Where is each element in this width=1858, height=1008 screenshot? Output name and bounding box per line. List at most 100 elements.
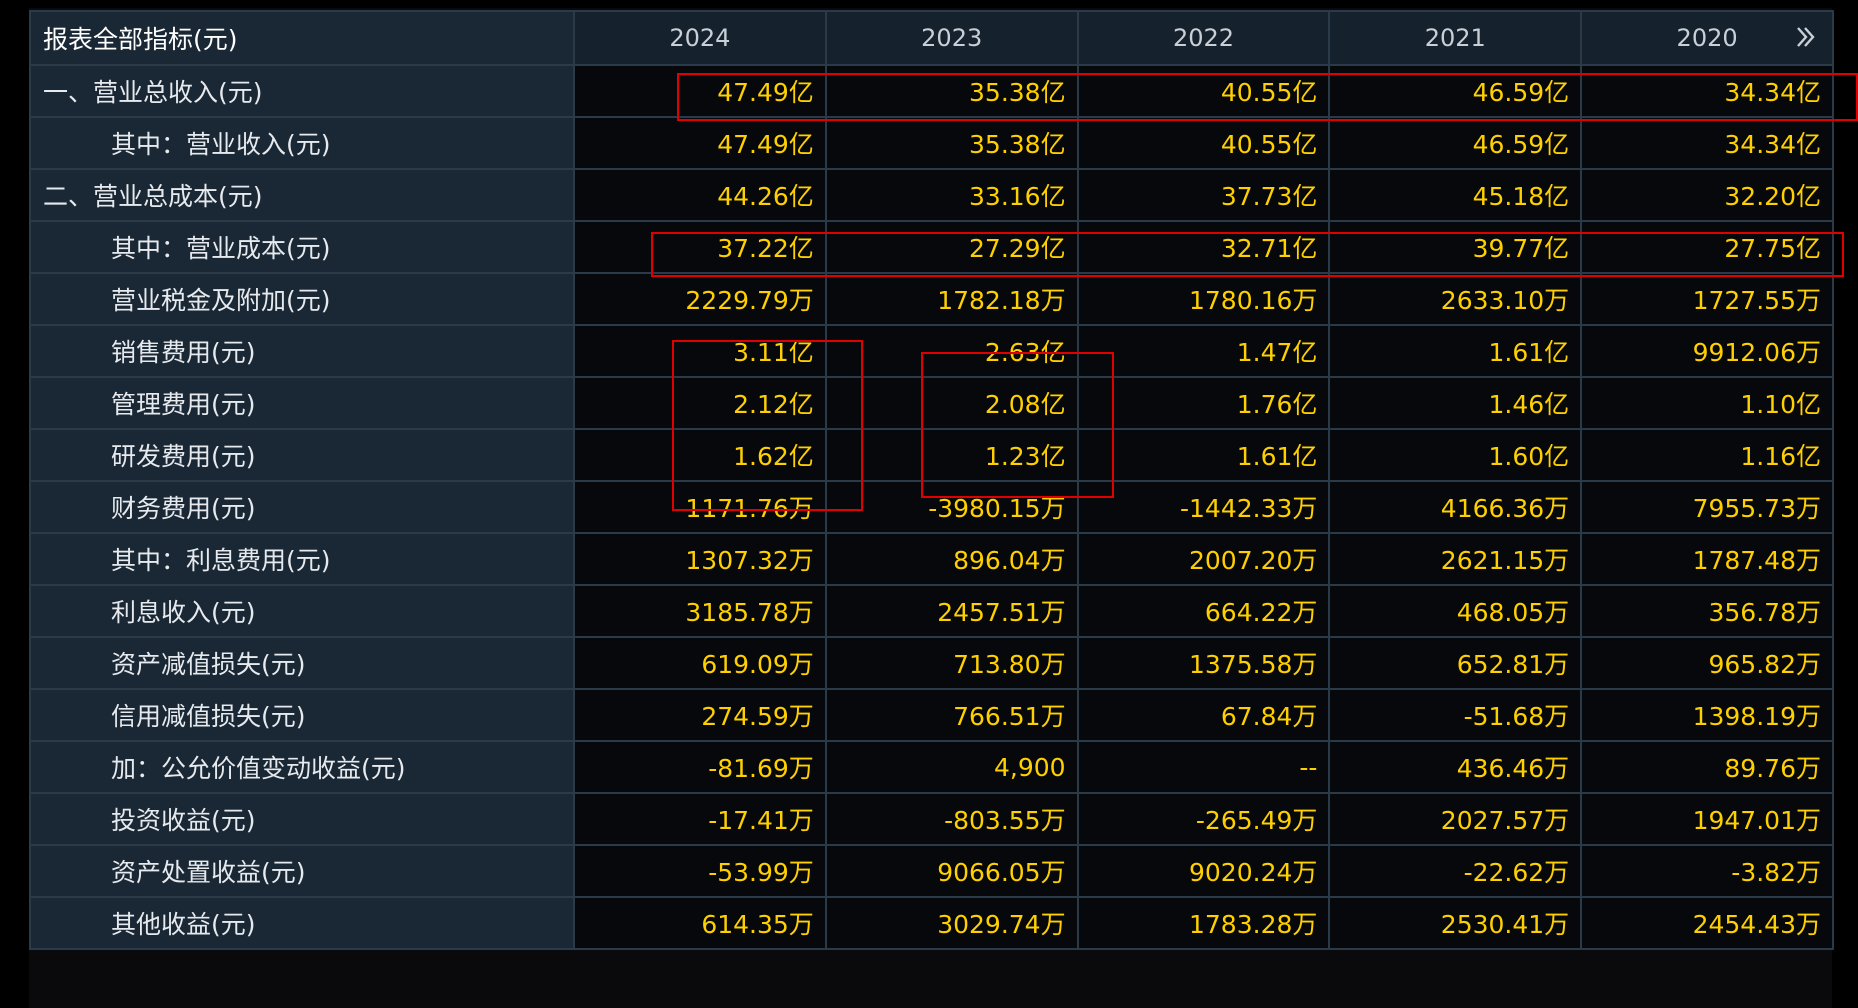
table-row[interactable]: 加：公允价值变动收益(元) -81.69万 4,900 -- 436.46万 89.76万 (29, 740, 1834, 794)
row-label: 其中：利息费用(元) (29, 532, 575, 586)
value-cell: -1442.33万 (1076, 480, 1331, 534)
row-label: 利息收入(元) (29, 584, 575, 638)
value-cell: 713.80万 (824, 636, 1079, 690)
value-cell: 2530.41万 (1328, 896, 1583, 950)
table-row[interactable]: 研发费用(元) 1.62亿 1.23亿 1.61亿 1.60亿 1.16亿 (29, 428, 1834, 482)
value-cell: 2621.15万 (1328, 532, 1583, 586)
value-cell: 2633.10万 (1328, 272, 1583, 326)
value-cell: 436.46万 (1328, 740, 1583, 794)
value-cell: 1.16亿 (1580, 428, 1834, 482)
value-cell: 34.34亿 (1580, 64, 1834, 118)
value-cell: 46.59亿 (1328, 116, 1583, 170)
row-label: 其他收益(元) (29, 896, 575, 950)
value-cell: -17.41万 (573, 792, 827, 846)
value-cell: 27.29亿 (824, 220, 1079, 274)
value-cell: 32.71亿 (1076, 220, 1331, 274)
table-row[interactable]: 销售费用(元) 3.11亿 2.63亿 1.47亿 1.61亿 9912.06万 (29, 324, 1834, 378)
table-header-row: 报表全部指标(元) 2024 2023 2022 2021 2020 (29, 10, 1834, 66)
table-row[interactable]: 投资收益(元) -17.41万 -803.55万 -265.49万 2027.57万 19… (29, 792, 1834, 846)
value-cell: 965.82万 (1580, 636, 1834, 690)
value-cell: 9020.24万 (1076, 844, 1331, 898)
row-label: 一、营业总收入(元) (29, 64, 575, 118)
value-cell: 37.22亿 (573, 220, 827, 274)
value-cell: 468.05万 (1328, 584, 1583, 638)
year-column-header[interactable]: 2021 (1328, 10, 1583, 66)
year-column-header-last[interactable]: 2020 (1580, 10, 1834, 66)
table-row[interactable]: 营业税金及附加(元) 2229.79万 1782.18万 1780.16万 2633.1… (29, 272, 1834, 326)
value-cell: 1398.19万 (1580, 688, 1834, 742)
value-cell: 3029.74万 (824, 896, 1079, 950)
row-label: 二、营业总成本(元) (29, 168, 575, 222)
year-column-header[interactable]: 2024 (573, 10, 827, 66)
value-cell: 274.59万 (573, 688, 827, 742)
year-column-header-label: 2020 (1676, 24, 1738, 52)
table-row[interactable]: 财务费用(元) -1171.76万 -3980.15万 -1442.33万 4166.3… (29, 480, 1834, 534)
value-cell: 1947.01万 (1580, 792, 1834, 846)
value-cell: 35.38亿 (824, 64, 1079, 118)
value-cell: 1727.55万 (1580, 272, 1834, 326)
value-cell: 27.75亿 (1580, 220, 1834, 274)
value-cell: 896.04万 (824, 532, 1079, 586)
table-row[interactable]: 资产处置收益(元) -53.99万 9066.05万 9020.24万 -22.62万 -… (29, 844, 1834, 898)
table-row[interactable]: 管理费用(元) 2.12亿 2.08亿 1.76亿 1.46亿 1.10亿 (29, 376, 1834, 430)
value-cell: 2454.43万 (1580, 896, 1834, 950)
value-cell: 3.11亿 (573, 324, 827, 378)
value-cell: 1.10亿 (1580, 376, 1834, 430)
value-cell: 9066.05万 (824, 844, 1079, 898)
value-cell: 1.23亿 (824, 428, 1079, 482)
table-row[interactable]: 其中：营业成本(元) 37.22亿 27.29亿 32.71亿 39.77亿 27.75亿 (29, 220, 1834, 274)
value-cell: 1.60亿 (1328, 428, 1583, 482)
row-label: 其中：营业成本(元) (29, 220, 575, 274)
row-label: 资产减值损失(元) (29, 636, 575, 690)
value-cell: 45.18亿 (1328, 168, 1583, 222)
value-cell: 1780.16万 (1076, 272, 1331, 326)
value-cell: 35.38亿 (824, 116, 1079, 170)
value-cell: 3185.78万 (573, 584, 827, 638)
row-label: 财务费用(元) (29, 480, 575, 534)
value-cell: 664.22万 (1076, 584, 1331, 638)
value-cell: 2027.57万 (1328, 792, 1583, 846)
value-cell: 7955.73万 (1580, 480, 1834, 534)
value-cell: 1307.32万 (573, 532, 827, 586)
double-chevron-right-icon[interactable] (1794, 25, 1818, 49)
value-cell: 4166.36万 (1328, 480, 1583, 534)
value-cell: 47.49亿 (573, 116, 827, 170)
value-cell: 44.26亿 (573, 168, 827, 222)
table-row[interactable]: 资产减值损失(元) 619.09万 713.80万 1375.58万 652.81万 96… (29, 636, 1834, 690)
row-label: 管理费用(元) (29, 376, 575, 430)
row-label: 信用减值损失(元) (29, 688, 575, 742)
value-cell: 9912.06万 (1580, 324, 1834, 378)
value-cell: 40.55亿 (1076, 116, 1331, 170)
row-label: 营业税金及附加(元) (29, 272, 575, 326)
value-cell: 2.08亿 (824, 376, 1079, 430)
value-cell: 1787.48万 (1580, 532, 1834, 586)
table-row[interactable]: 二、营业总成本(元) 44.26亿 33.16亿 37.73亿 45.18亿 32.20亿 (29, 168, 1834, 222)
value-cell: -803.55万 (824, 792, 1079, 846)
value-cell: 1.47亿 (1076, 324, 1331, 378)
table-row[interactable]: 其他收益(元) 614.35万 3029.74万 1783.28万 2530.41万 24… (29, 896, 1834, 950)
table-row[interactable]: 一、营业总收入(元) 47.49亿 35.38亿 40.55亿 46.59亿 34.34亿 (29, 64, 1834, 118)
value-cell: 2.12亿 (573, 376, 827, 430)
year-column-header[interactable]: 2023 (824, 10, 1079, 66)
table-row[interactable]: 其中：利息费用(元) 1307.32万 896.04万 2007.20万 2621.15… (29, 532, 1834, 586)
value-cell: 39.77亿 (1328, 220, 1583, 274)
value-cell: -81.69万 (573, 740, 827, 794)
value-cell: 356.78万 (1580, 584, 1834, 638)
year-column-header[interactable]: 2022 (1076, 10, 1331, 66)
value-cell: 67.84万 (1076, 688, 1331, 742)
value-cell: 32.20亿 (1580, 168, 1834, 222)
value-cell: 619.09万 (573, 636, 827, 690)
value-cell: 614.35万 (573, 896, 827, 950)
value-cell: -1171.76万 (573, 480, 827, 534)
value-cell: 37.73亿 (1076, 168, 1331, 222)
value-cell: 33.16亿 (824, 168, 1079, 222)
value-cell: 1.61亿 (1076, 428, 1331, 482)
table-row[interactable]: 其中：营业收入(元) 47.49亿 35.38亿 40.55亿 46.59亿 34.34亿 (29, 116, 1834, 170)
value-cell: 766.51万 (824, 688, 1079, 742)
value-cell: -53.99万 (573, 844, 827, 898)
financial-statement-table: 报表全部指标(元) 2024 2023 2022 2021 2020 一、营业总… (29, 10, 1834, 950)
table-row[interactable]: 信用减值损失(元) 274.59万 766.51万 67.84万 -51.68万 1398… (29, 688, 1834, 742)
value-cell: -51.68万 (1328, 688, 1583, 742)
table-row[interactable]: 利息收入(元) 3185.78万 2457.51万 664.22万 468.05万 356… (29, 584, 1834, 638)
value-cell: 1.62亿 (573, 428, 827, 482)
